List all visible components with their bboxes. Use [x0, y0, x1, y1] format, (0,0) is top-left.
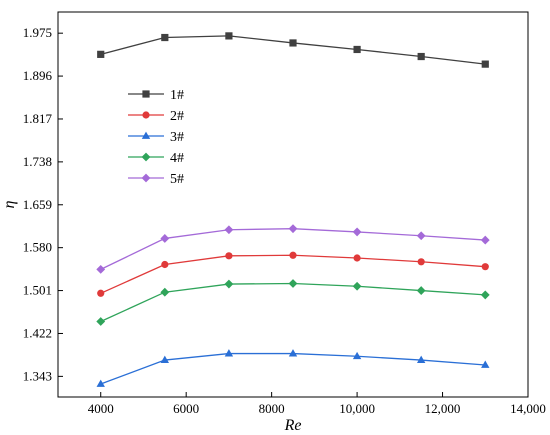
y-axis: 1.343 1.422 1.501 1.580 1.659 1.738 1.817 1.896…: [23, 25, 63, 383]
data-point: [352, 351, 362, 360]
x-axis: 4000 6000 8000 10,000 12,000 14,000: [88, 392, 546, 416]
series-2: [97, 251, 489, 297]
data-point: [96, 264, 106, 274]
data-point: [288, 349, 298, 357]
series-1: [97, 32, 489, 68]
data-point: [352, 227, 362, 237]
data-point: [288, 224, 298, 234]
data-point: [224, 279, 234, 289]
y-tick-label: 1.422: [23, 325, 52, 340]
legend-marker: [142, 111, 150, 119]
legend-label: 3#: [170, 130, 184, 145]
data-point: [288, 279, 298, 288]
data-point: [352, 281, 362, 291]
series-3: [96, 349, 490, 387]
y-tick-label: 1.817: [23, 111, 53, 126]
data-point: [289, 251, 297, 259]
data-point: [416, 231, 426, 241]
x-tick-label: 4000: [88, 401, 114, 416]
y-tick-label: 1.975: [23, 25, 52, 40]
plot-border: [57, 11, 529, 398]
data-point: [480, 290, 490, 300]
data-point: [416, 286, 426, 295]
x-tick-label: 10,000: [339, 401, 375, 416]
legend-label: 1#: [170, 88, 184, 103]
data-point: [97, 289, 105, 297]
data-point: [416, 355, 426, 363]
data-point: [160, 287, 170, 297]
y-tick-label: 1.896: [23, 68, 53, 83]
data-point: [481, 60, 489, 68]
x-tick-label: 12,000: [425, 401, 461, 416]
data-point: [225, 32, 233, 40]
data-point: [417, 52, 425, 61]
data-point: [97, 50, 105, 58]
data-point: [160, 355, 170, 363]
legend-marker: [142, 90, 150, 98]
x-tick-label: 14,000: [510, 401, 546, 416]
y-tick-label: 1.501: [23, 283, 52, 298]
x-tick-label: 8000: [259, 401, 285, 416]
data-point: [481, 360, 490, 368]
data-point: [160, 234, 170, 243]
y-tick-label: 1.580: [23, 240, 52, 255]
legend-label: 2#: [170, 109, 184, 124]
series-4: [96, 279, 490, 326]
x-axis-title: Re: [284, 417, 302, 434]
data-point: [161, 260, 169, 269]
data-point: [224, 349, 234, 357]
data-point: [225, 252, 233, 260]
data-point: [161, 33, 169, 42]
data-point: [96, 317, 106, 326]
y-axis-title: η: [1, 200, 18, 208]
x-tick-label: 6000: [173, 401, 199, 416]
series-line: [100, 282, 486, 323]
legend: 1# 2# 3# 4# 5#: [128, 88, 184, 187]
data-point: [96, 379, 105, 387]
y-tick-label: 1.738: [23, 154, 52, 169]
series-line: [100, 228, 486, 270]
data-point: [224, 225, 234, 235]
data-point: [480, 235, 490, 245]
series-layer: [96, 32, 490, 387]
legend-marker: [141, 152, 151, 162]
data-point: [289, 39, 297, 47]
legend-label: 5#: [170, 172, 184, 187]
plot-frame: [57, 11, 529, 398]
series-5: [96, 224, 490, 274]
data-point: [353, 254, 361, 262]
series-line: [100, 352, 486, 385]
y-tick-label: 1.343: [23, 368, 52, 383]
legend-marker: [141, 173, 151, 183]
data-point: [417, 258, 425, 266]
legend-marker: [141, 131, 151, 139]
legend-label: 4#: [170, 151, 184, 166]
data-point: [353, 45, 361, 54]
y-tick-label: 1.659: [23, 197, 52, 212]
data-point: [481, 263, 489, 271]
